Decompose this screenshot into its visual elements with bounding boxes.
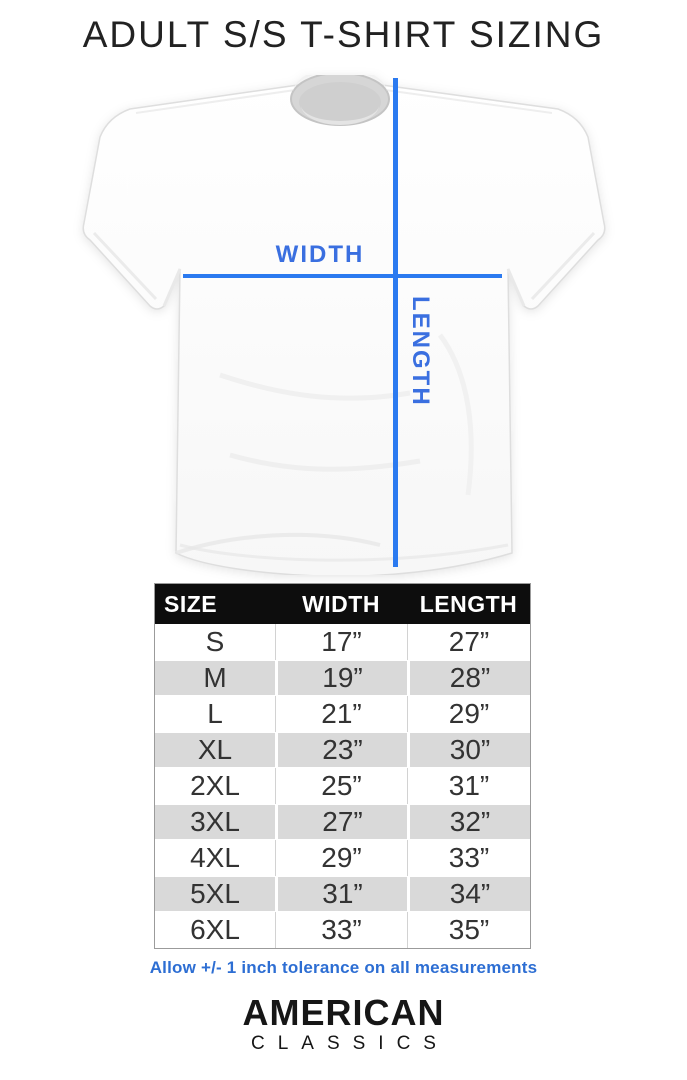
table-row: S 17” 27” xyxy=(155,624,530,660)
size-cell: S xyxy=(155,624,275,660)
table-row: M 19” 28” xyxy=(155,660,530,696)
header-size: SIZE xyxy=(164,590,218,617)
length-measure-line xyxy=(393,78,398,567)
brand-logo-line1: AMERICAN xyxy=(242,992,445,1033)
length-cell: 29” xyxy=(407,696,530,732)
width-cell: 25” xyxy=(275,768,407,804)
size-table-header: SIZE WIDTH LENGTH xyxy=(155,584,530,624)
table-row: 5XL 31” 34” xyxy=(155,876,530,912)
length-cell: 33” xyxy=(407,840,530,876)
width-cell: 19” xyxy=(275,660,407,696)
width-cell: 33” xyxy=(275,912,407,948)
header-width: WIDTH xyxy=(302,590,380,617)
length-cell: 30” xyxy=(407,732,530,768)
width-cell: 17” xyxy=(275,624,407,660)
tshirt-graphic xyxy=(82,75,606,575)
header-length: LENGTH xyxy=(419,590,518,617)
brand-logo-line2: CLASSICS xyxy=(251,1033,449,1054)
table-row: 6XL 33” 35” xyxy=(155,912,530,948)
size-cell: 6XL xyxy=(155,912,275,948)
length-cell: 35” xyxy=(407,912,530,948)
length-cell: 34” xyxy=(407,876,530,912)
width-cell: 23” xyxy=(275,732,407,768)
size-cell: 5XL xyxy=(155,876,275,912)
tshirt-measurement-diagram: WIDTH LENGTH xyxy=(80,75,610,575)
width-cell: 31” xyxy=(275,876,407,912)
size-table: SIZE WIDTH LENGTH S 17” 27” M 19” 28” L 21” 29” X… xyxy=(154,583,531,949)
brand-logo: AMERICAN CLASSICS xyxy=(0,992,687,1054)
size-cell: XL xyxy=(155,732,275,768)
size-cell: M xyxy=(155,660,275,696)
size-cell: 2XL xyxy=(155,768,275,804)
length-label: LENGTH xyxy=(407,296,434,407)
length-cell: 27” xyxy=(407,624,530,660)
table-row: L 21” 29” xyxy=(155,696,530,732)
size-cell: 3XL xyxy=(155,804,275,840)
table-row: XL 23” 30” xyxy=(155,732,530,768)
length-cell: 32” xyxy=(407,804,530,840)
width-measure-line xyxy=(183,274,502,278)
size-table-body: S 17” 27” M 19” 28” L 21” 29” XL 23” 30” 2XL 25” 31” 3X… xyxy=(155,624,530,948)
width-cell: 27” xyxy=(275,804,407,840)
length-cell: 31” xyxy=(407,768,530,804)
width-cell: 21” xyxy=(275,696,407,732)
width-label: WIDTH xyxy=(275,241,365,268)
width-cell: 29” xyxy=(275,840,407,876)
size-cell: L xyxy=(155,696,275,732)
table-row: 2XL 25” 31” xyxy=(155,768,530,804)
size-cell: 4XL xyxy=(155,840,275,876)
tolerance-note: Allow +/- 1 inch tolerance on all measur… xyxy=(149,958,538,977)
page-title: ADULT S/S T-SHIRT SIZING xyxy=(82,14,605,55)
table-row: 4XL 29” 33” xyxy=(155,840,530,876)
length-cell: 28” xyxy=(407,660,530,696)
table-row: 3XL 27” 32” xyxy=(155,804,530,840)
